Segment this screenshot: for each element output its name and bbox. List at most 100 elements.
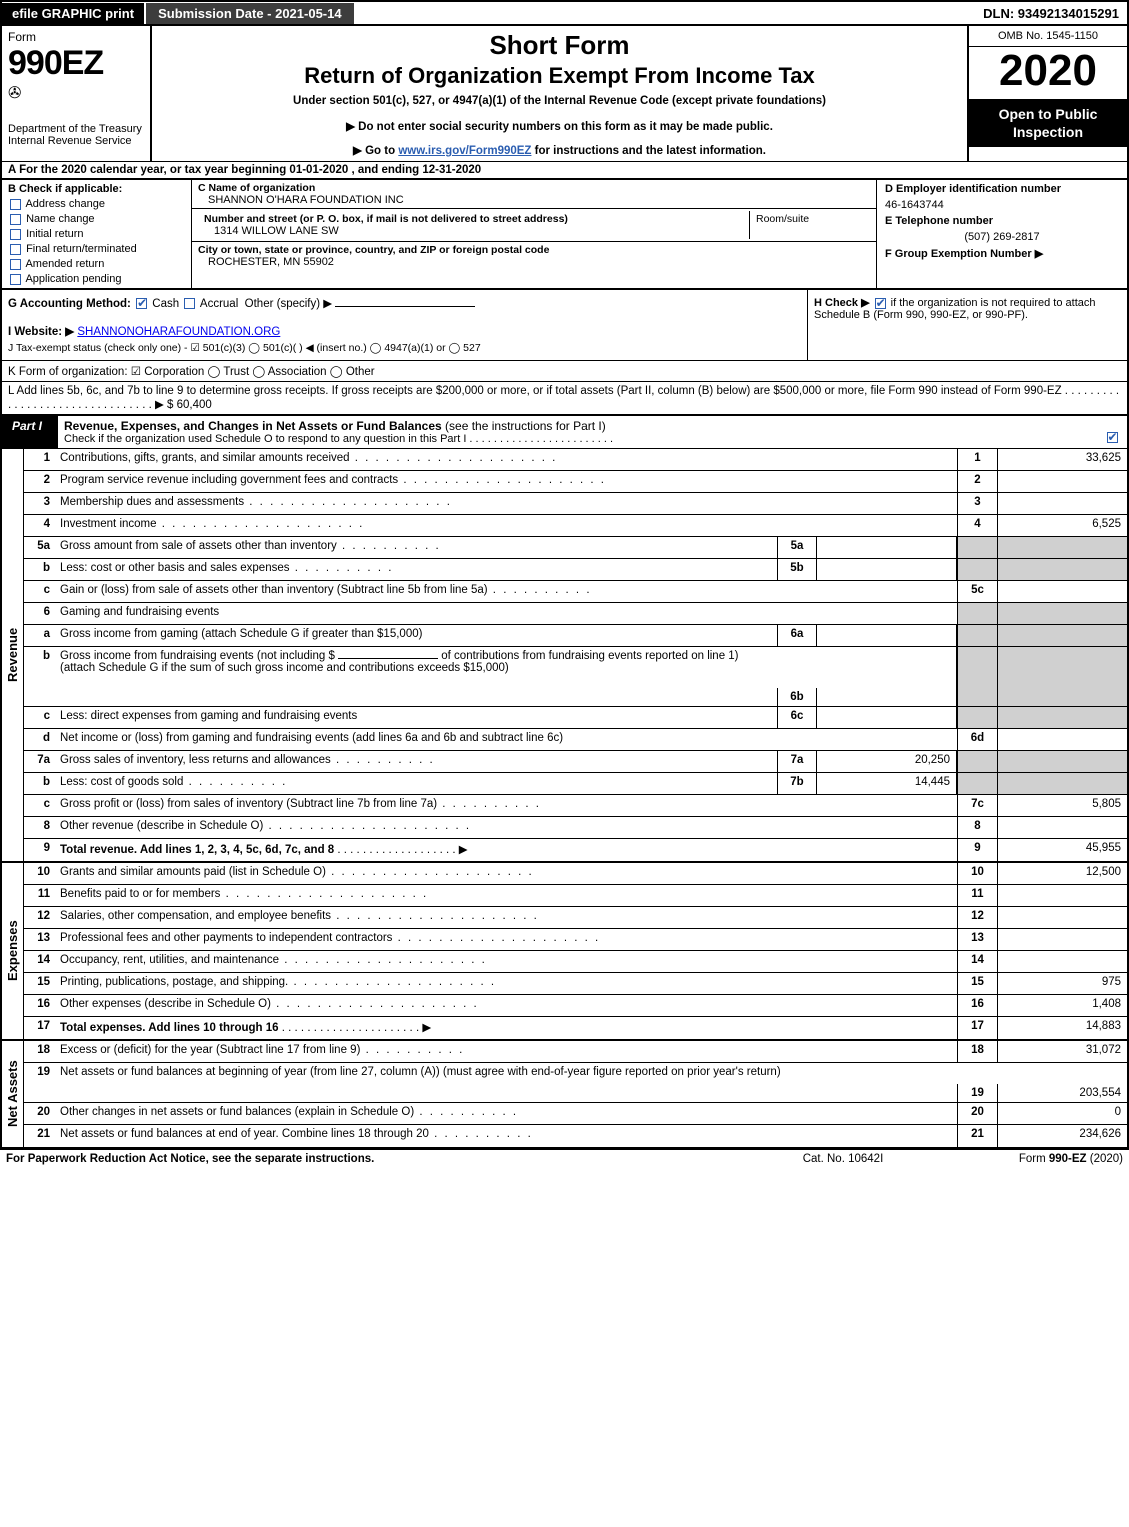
line-6b-num: b [24, 647, 56, 706]
line-6-vshade [997, 603, 1127, 624]
chk-cash[interactable] [136, 298, 147, 309]
chk-final-return[interactable]: Final return/terminated [8, 243, 185, 255]
line-1-val: 33,625 [997, 449, 1127, 470]
line-3-num: 3 [24, 493, 56, 514]
addr-row: Number and street (or P. O. box, if mail… [192, 209, 876, 242]
cash-label: Cash [152, 298, 179, 310]
line-16-num: 16 [24, 995, 56, 1016]
line-6b-mval [817, 647, 957, 706]
line-13-val [997, 929, 1127, 950]
chk-accrual[interactable] [184, 298, 195, 309]
omb-number: OMB No. 1545-1150 [969, 26, 1127, 47]
goto-pre: ▶ Go to [353, 145, 398, 157]
line-1-desc: Contributions, gifts, grants, and simila… [56, 449, 957, 470]
header-title-block: Short Form Return of Organization Exempt… [152, 26, 967, 161]
h-label: H Check ▶ [814, 297, 873, 309]
line-19-val: 203,554 [997, 1084, 1127, 1102]
line-14-rnum: 14 [957, 951, 997, 972]
short-form-label: Short Form [160, 30, 959, 61]
line-17-num: 17 [24, 1017, 56, 1039]
line-18-desc: Excess or (deficit) for the year (Subtra… [56, 1041, 957, 1062]
line-17-val: 14,883 [997, 1017, 1127, 1039]
form-number: 990EZ [8, 44, 144, 83]
part1-title: Revenue, Expenses, and Changes in Net As… [58, 416, 1097, 448]
line-20-val: 0 [997, 1103, 1127, 1124]
line-4-desc: Investment income [56, 515, 957, 536]
row-l-text: L Add lines 5b, 6c, and 7b to line 9 to … [8, 385, 1119, 411]
line-5b-num: b [24, 559, 56, 580]
f-group-label: F Group Exemption Number ▶ [885, 248, 1043, 260]
goto-post: for instructions and the latest informat… [531, 145, 766, 157]
line-19-rnum: 19 [957, 1084, 997, 1102]
top-bar: efile GRAPHIC print Submission Date - 20… [0, 0, 1129, 26]
chk-address-change[interactable]: Address change [8, 198, 185, 210]
line-8-val [997, 817, 1127, 838]
line-6b-desc: Gross income from fundraising events (no… [56, 647, 777, 706]
line-6d-rnum: 6d [957, 729, 997, 750]
expenses-table: Expenses 10Grants and similar amounts pa… [0, 863, 1129, 1041]
chk-amended-return[interactable]: Amended return [8, 258, 185, 270]
line-20-num: 20 [24, 1103, 56, 1124]
line-5a-vshade [997, 537, 1127, 558]
irs-label: Internal Revenue Service [8, 135, 144, 147]
col-d-e-f: D Employer identification number 46-1643… [877, 180, 1127, 288]
line-8-rnum: 8 [957, 817, 997, 838]
line-6a-mval [817, 625, 957, 646]
header-right: OMB No. 1545-1150 2020 Open to Public In… [967, 26, 1127, 161]
col-c-name-address: C Name of organization SHANNON O'HARA FO… [192, 180, 877, 288]
line-21-val: 234,626 [997, 1125, 1127, 1147]
line-13-desc: Professional fees and other payments to … [56, 929, 957, 950]
chk-name-change[interactable]: Name change [8, 213, 185, 225]
line-6a-rshade [957, 625, 997, 646]
g-label: G Accounting Method: [8, 298, 131, 310]
chk-application-pending[interactable]: Application pending [8, 273, 185, 285]
efile-print-button[interactable]: efile GRAPHIC print [2, 3, 144, 24]
other-label: Other (specify) ▶ [245, 298, 332, 310]
line-6-rshade [957, 603, 997, 624]
line-6c-desc: Less: direct expenses from gaming and fu… [56, 707, 777, 728]
chk-h-not-required[interactable] [875, 298, 886, 309]
line-8-desc: Other revenue (describe in Schedule O) [56, 817, 957, 838]
return-title: Return of Organization Exempt From Incom… [160, 63, 959, 89]
col-b-checkboxes: B Check if applicable: Address change Na… [2, 180, 192, 288]
chk-initial-return[interactable]: Initial return [8, 228, 185, 240]
line-6a-vshade [997, 625, 1127, 646]
goto-link[interactable]: www.irs.gov/Form990EZ [398, 145, 531, 157]
line-2-desc: Program service revenue including govern… [56, 471, 957, 492]
city-state-zip: ROCHESTER, MN 55902 [198, 256, 334, 268]
website-link[interactable]: SHANNONOHARAFOUNDATION.ORG [77, 326, 280, 338]
line-16-rnum: 16 [957, 995, 997, 1016]
gross-receipts-amount: 60,400 [177, 399, 212, 411]
line-11-val [997, 885, 1127, 906]
part1-checkbox[interactable] [1097, 416, 1127, 448]
accrual-label: Accrual [200, 298, 238, 310]
goto-line: ▶ Go to www.irs.gov/Form990EZ for instru… [160, 143, 959, 157]
line-2-num: 2 [24, 471, 56, 492]
line-6c-mval [817, 707, 957, 728]
org-name: SHANNON O'HARA FOUNDATION INC [198, 194, 404, 206]
line-3-rnum: 3 [957, 493, 997, 514]
e-tel-label: E Telephone number [885, 215, 993, 227]
header-left: Form 990EZ ✇ Department of the Treasury … [2, 26, 152, 161]
line-5b-mid: 5b [777, 559, 817, 580]
under-section: Under section 501(c), 527, or 4947(a)(1)… [160, 95, 959, 107]
line-6c-vshade [997, 707, 1127, 728]
line-10-desc: Grants and similar amounts paid (list in… [56, 863, 957, 884]
line-6b-mid: 6b [777, 688, 817, 706]
line-18-rnum: 18 [957, 1041, 997, 1062]
telephone: (507) 269-2817 [885, 231, 1119, 243]
line-5b-mval [817, 559, 957, 580]
line-7b-vshade [997, 773, 1127, 794]
part1-check-line: Check if the organization used Schedule … [64, 433, 1091, 445]
line-18-val: 31,072 [997, 1041, 1127, 1062]
line-9-rnum: 9 [957, 839, 997, 861]
line-15-rnum: 15 [957, 973, 997, 994]
line-7a-mid: 7a [777, 751, 817, 772]
line-5a-mid: 5a [777, 537, 817, 558]
open-to-public: Open to Public Inspection [969, 99, 1127, 147]
line-2-rnum: 2 [957, 471, 997, 492]
dln-label: DLN: 93492134015291 [983, 6, 1127, 21]
treasury-seal-icon: ✇ [8, 83, 144, 103]
submission-date: Submission Date - 2021-05-14 [146, 3, 354, 24]
line-13-rnum: 13 [957, 929, 997, 950]
